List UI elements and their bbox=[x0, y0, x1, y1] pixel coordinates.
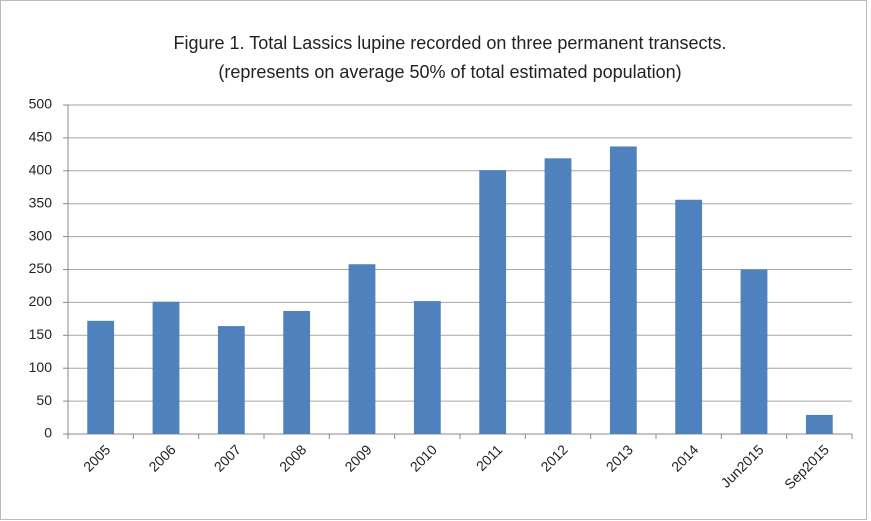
bar bbox=[348, 264, 376, 434]
bar bbox=[675, 199, 703, 434]
bar bbox=[609, 146, 637, 435]
y-tick-label: 450 bbox=[29, 129, 53, 145]
chart-subtitle: (represents on average 50% of total esti… bbox=[218, 62, 681, 82]
bar bbox=[544, 158, 572, 434]
bar bbox=[217, 326, 245, 434]
bar bbox=[413, 301, 441, 434]
y-tick-label: 150 bbox=[29, 326, 53, 342]
y-tick-label: 200 bbox=[29, 293, 53, 309]
y-tick-label: 250 bbox=[29, 260, 53, 276]
chart-title: Figure 1. Total Lassics lupine recorded … bbox=[174, 33, 727, 53]
bar bbox=[805, 414, 833, 434]
bar bbox=[152, 301, 180, 434]
bar bbox=[479, 170, 507, 434]
y-tick-label: 100 bbox=[29, 359, 53, 375]
bar bbox=[283, 310, 311, 434]
bar bbox=[87, 320, 115, 434]
bar bbox=[740, 269, 768, 434]
y-tick-label: 0 bbox=[44, 425, 52, 441]
y-tick-label: 300 bbox=[29, 227, 53, 243]
y-tick-label: 400 bbox=[29, 162, 53, 178]
y-tick-label: 500 bbox=[29, 96, 53, 112]
y-tick-label: 350 bbox=[29, 194, 53, 210]
y-tick-label: 50 bbox=[36, 392, 52, 408]
